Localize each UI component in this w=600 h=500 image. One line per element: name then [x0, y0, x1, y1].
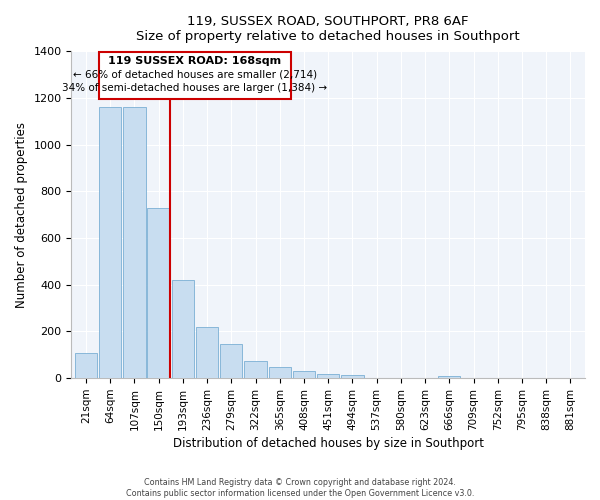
Y-axis label: Number of detached properties: Number of detached properties [15, 122, 28, 308]
Title: 119, SUSSEX ROAD, SOUTHPORT, PR8 6AF
Size of property relative to detached house: 119, SUSSEX ROAD, SOUTHPORT, PR8 6AF Siz… [136, 15, 520, 43]
Bar [220, 344, 242, 378]
Bar [293, 370, 315, 378]
Bar [148, 208, 170, 378]
Text: 119 SUSSEX ROAD: 168sqm: 119 SUSSEX ROAD: 168sqm [109, 56, 281, 66]
Bar [438, 376, 460, 378]
Bar [269, 366, 291, 378]
Bar [317, 374, 340, 378]
Bar [123, 107, 146, 378]
Text: 34% of semi-detached houses are larger (1,384) →: 34% of semi-detached houses are larger (… [62, 84, 328, 94]
Text: Contains HM Land Registry data © Crown copyright and database right 2024.
Contai: Contains HM Land Registry data © Crown c… [126, 478, 474, 498]
X-axis label: Distribution of detached houses by size in Southport: Distribution of detached houses by size … [173, 437, 484, 450]
Text: ← 66% of detached houses are smaller (2,714): ← 66% of detached houses are smaller (2,… [73, 70, 317, 80]
FancyBboxPatch shape [99, 52, 290, 99]
Bar [99, 107, 121, 378]
Bar [196, 327, 218, 378]
Bar [341, 374, 364, 378]
Bar [75, 353, 97, 378]
Bar [244, 362, 266, 378]
Bar [172, 280, 194, 378]
